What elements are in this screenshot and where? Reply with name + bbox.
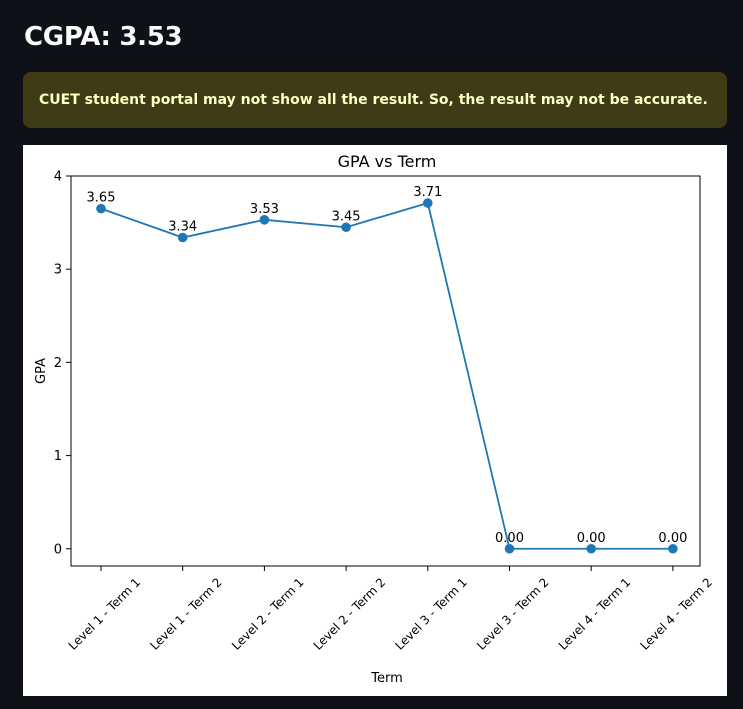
x-tick-label: Level 4 - Term 2 <box>638 575 716 653</box>
warning-alert: CUET student portal may not show all the… <box>23 72 727 128</box>
data-label: 3.53 <box>250 202 279 217</box>
data-label: 3.65 <box>87 191 116 206</box>
series-line <box>100 201 673 550</box>
x-tick-label: Level 3 - Term 2 <box>474 575 552 653</box>
data-point <box>504 543 515 554</box>
chart-panel: GPA vs Term Term GPA 0 1 2 3 4 Level 1 - Term… <box>23 145 727 696</box>
data-point <box>423 198 433 208</box>
x-tick-label: Level 1 - Term 1 <box>66 575 144 653</box>
warning-text: CUET student portal may not show all the… <box>39 92 708 108</box>
plot-frame <box>70 175 701 567</box>
x-tick-label: Level 4 - Term 1 <box>556 575 634 653</box>
page-title: CGPA: 3.53 <box>24 22 183 52</box>
data-label: 0.00 <box>495 531 524 546</box>
data-label: 0.00 <box>577 531 606 546</box>
data-point <box>177 232 188 243</box>
x-tick-label: Level 2 - Term 1 <box>229 575 307 653</box>
x-axis-label: Term <box>370 671 403 686</box>
data-label: 3.34 <box>168 220 197 235</box>
x-tick-label: Level 3 - Term 1 <box>392 575 470 653</box>
y-axis-label: GPA <box>34 358 49 384</box>
data-point <box>341 222 351 233</box>
data-point <box>586 543 596 554</box>
y-tick-label: 3 <box>54 263 62 278</box>
data-label: 3.71 <box>413 185 442 200</box>
data-point <box>259 214 270 225</box>
x-tick-label: Level 2 - Term 2 <box>311 575 389 653</box>
y-tick-label: 4 <box>54 170 62 185</box>
data-label: 3.45 <box>332 209 361 224</box>
y-tick-label: 2 <box>54 356 62 371</box>
data-label: 0.00 <box>658 531 687 546</box>
y-tick-label: 1 <box>54 449 62 464</box>
y-tick-label: 0 <box>54 542 62 557</box>
gpa-chart: GPA vs Term Term GPA 0 1 2 3 4 Level 1 - Term… <box>34 152 716 686</box>
chart-title: GPA vs Term <box>338 152 437 171</box>
data-point <box>668 543 678 554</box>
data-point <box>96 203 106 214</box>
x-tick-label: Level 1 - Term 2 <box>147 575 225 653</box>
